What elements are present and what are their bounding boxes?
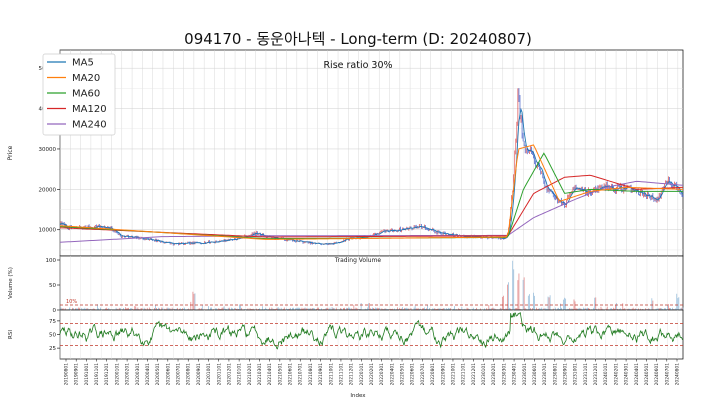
x-tick-label: 20201101 (216, 363, 222, 386)
legend-box (42, 53, 116, 136)
rsi-tick-label: 75 (49, 319, 56, 325)
x-tick-label: 20200701 (176, 363, 182, 386)
x-tick-label: 20240301 (624, 363, 630, 386)
price-panel: 1000020000300004000050000PriceRise ratio… (7, 49, 684, 257)
x-tick-label: 20200601 (165, 363, 171, 386)
x-tick-label: 20240601 (654, 363, 660, 386)
x-tick-label: 20191101 (94, 363, 100, 386)
x-tick-label: 20211001 (328, 363, 334, 386)
x-tick-label: 20231201 (593, 363, 599, 386)
x-tick-label: 20190901 (74, 363, 80, 386)
x-axis: 20190801 20190901 20191001 20191101 20191201… (64, 359, 681, 399)
x-tick-label: 20200301 (135, 363, 141, 386)
legend-label-ma20: MA20 (72, 73, 100, 84)
x-tick-label: 20220101 (359, 363, 365, 386)
x-tick-label: 20200201 (125, 363, 131, 386)
rsi-tick-label: 50 (49, 333, 56, 339)
x-tick-label: 20210901 (318, 363, 324, 386)
rsi-ylabel: RSI (8, 330, 14, 339)
x-tick-label: 20210401 (267, 363, 273, 386)
x-tick-label: 20230801 (552, 363, 558, 386)
rsi-panel: 25 50 75 RSI (8, 309, 684, 360)
x-tick-label: 20230401 (512, 363, 518, 386)
x-tick-label: 20200401 (145, 363, 151, 386)
x-tick-label: 20230701 (542, 363, 548, 386)
rsi-plot-frame (59, 309, 684, 360)
x-tick-label: 20230901 (562, 363, 568, 386)
x-tick-label: 20240501 (644, 363, 650, 386)
x-tick-label: 20200801 (186, 363, 192, 386)
x-axis-label: Index (350, 393, 366, 399)
x-tick-label: 20220301 (379, 363, 385, 386)
x-tick-label: 20210801 (308, 363, 314, 386)
x-tick-label: 20240101 (603, 363, 609, 386)
x-tick-label: 20210501 (277, 363, 283, 386)
x-tick-label: 20211101 (338, 363, 344, 386)
x-tick-label: 20240201 (613, 363, 619, 386)
x-tick-label: 20221001 (450, 363, 456, 386)
price-tick-label: 20000 (39, 187, 57, 193)
x-tick-label: 20210101 (237, 363, 243, 386)
legend-label-ma5: MA5 (72, 58, 94, 69)
volume-panel: 0 50 100 Volume (%) Trading Volume 10% (8, 255, 684, 314)
x-tick-label: 20221101 (461, 363, 467, 386)
x-tick-label: 20210601 (288, 363, 294, 386)
x-tick-label: 20200501 (155, 363, 161, 386)
x-tick-label: 20220601 (410, 363, 416, 386)
volume-tick-label: 0 (53, 308, 57, 314)
x-tick-label: 20231101 (583, 363, 589, 386)
x-tick-label: 20230601 (532, 363, 538, 386)
x-tick-label: 20240401 (634, 363, 640, 386)
volume-title: Trading Volume (334, 257, 382, 264)
ma240-line (59, 180, 684, 243)
x-tick-label: 20210301 (257, 363, 263, 386)
x-tick-label: 20191001 (84, 363, 90, 386)
x-tick-label: 20210701 (298, 363, 304, 386)
volume-ylabel: Volume (%) (8, 267, 14, 299)
x-tick-label: 20230501 (522, 363, 528, 386)
volume-tick-label: 50 (49, 283, 56, 289)
x-tick-label: 20240701 (664, 363, 670, 386)
rise-ratio-annotation: Rise ratio 30% (323, 60, 392, 71)
legend-label-ma60: MA60 (72, 89, 100, 100)
volume-tick-label: 100 (46, 258, 57, 264)
x-tick-label: 20221201 (471, 363, 477, 386)
x-tick-label: 20231001 (573, 363, 579, 386)
x-tick-label: 20200101 (114, 363, 120, 386)
volume-threshold-label: 10% (66, 299, 77, 305)
legend-label-ma240: MA240 (72, 120, 107, 131)
x-tick-label: 20230201 (491, 363, 497, 386)
x-tick-label: 20230301 (501, 363, 507, 386)
x-tick-label: 20201001 (206, 363, 212, 386)
x-tick-label: 20220501 (400, 363, 406, 386)
x-tick-label: 20220201 (369, 363, 375, 386)
price-tick-label: 10000 (39, 228, 57, 234)
x-tick-label: 20190801 (64, 363, 70, 386)
x-tick-label: 20191201 (104, 363, 110, 386)
x-tick-label: 20210201 (247, 363, 253, 386)
x-tick-label: 20201201 (226, 363, 232, 386)
x-tick-label: 20240801 (675, 363, 681, 386)
x-tick-label: 20220701 (420, 363, 426, 386)
price-ylabel: Price (7, 145, 14, 160)
x-tick-label: 20200901 (196, 363, 202, 386)
legend-label-ma120: MA120 (72, 104, 107, 115)
rsi-line (59, 312, 684, 350)
ma20-line (59, 144, 684, 240)
legend: MA5 MA20 MA60 MA120 MA240 (42, 53, 116, 136)
x-tick-label: 20220801 (430, 363, 436, 386)
x-tick-label: 20220901 (440, 363, 446, 386)
x-tick-label: 20220401 (389, 363, 395, 386)
rsi-tick-label: 25 (49, 346, 56, 352)
chart-title: 094170 - 동운아나텍 - Long-term (D: 20240807) (184, 30, 532, 48)
price-tick-label: 30000 (39, 147, 57, 153)
x-tick-label: 20211201 (349, 363, 355, 386)
price-plot-frame (59, 49, 684, 257)
volume-plot-frame (59, 255, 684, 311)
x-tick-label: 20230101 (481, 363, 487, 386)
